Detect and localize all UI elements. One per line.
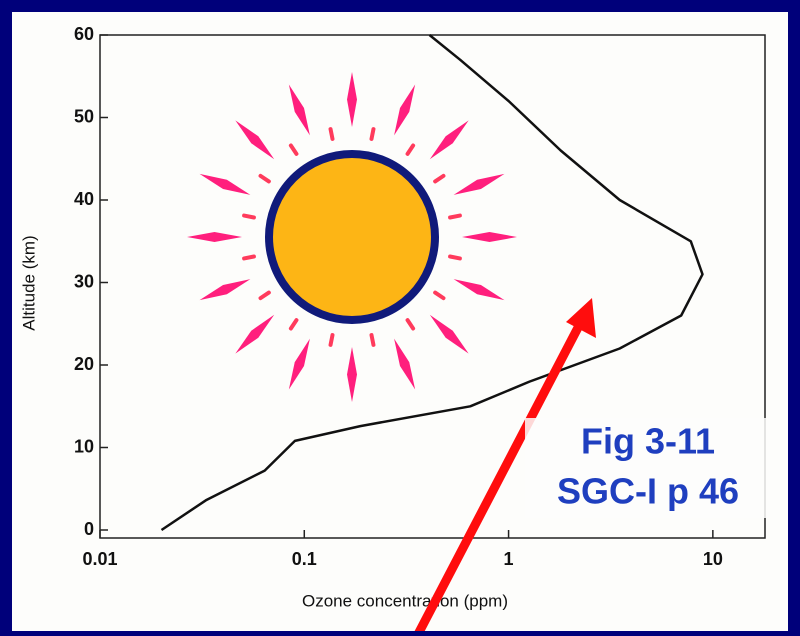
sun-dash [242,213,256,220]
x-axis-label: Ozone concentration (ppm) [302,591,508,610]
annotation: SGC-I p 46 [557,471,739,512]
sun-dash [288,143,299,156]
sun-dash [433,173,446,184]
sun-ray [288,338,310,390]
sun-dash [369,333,376,347]
sun-ray [453,279,505,301]
sun-dash [242,254,256,261]
sun-ray [187,232,242,242]
sun-ray [453,173,505,195]
annotation: Fig 3-11 [581,421,715,462]
y-tick-label: 60 [74,24,94,44]
arrow-shaft [412,315,587,636]
sun-disc [265,150,439,324]
sun-ray [429,120,469,160]
y-tick-label: 30 [74,271,94,291]
sun-ray [347,72,357,127]
x-tick-label: 0.1 [292,549,317,569]
x-tick-label: 1 [504,549,514,569]
sun-dash [433,290,446,301]
sun-ray [199,173,251,195]
arrow-head [566,298,596,338]
sun-dash [369,127,376,141]
y-axis-label: Altitude (km) [19,235,38,330]
plot-frame [99,34,766,539]
sun-ray [462,232,517,242]
sun-ray [288,84,310,136]
y-tick-label: 40 [74,189,94,209]
sun-dash [258,173,271,184]
sun-dash [258,290,271,301]
sun-ray [347,347,357,402]
sun-ray [429,314,469,354]
sun-ray [235,120,275,160]
sun-dash [288,318,299,331]
sun-ray [199,279,251,301]
annotation-box [525,418,770,518]
sun-dash [328,127,335,141]
sun-dash [405,143,416,156]
y-tick-label: 20 [74,354,94,374]
x-tick-label: 10 [703,549,723,569]
sun-dash [448,213,462,220]
y-tick-label: 10 [74,436,94,456]
x-tick-label: 0.01 [82,549,117,569]
sun-ray [394,338,416,390]
sun-ray [394,84,416,136]
ozone-curve [160,34,704,532]
sun-ray [235,314,275,354]
sun [187,72,517,402]
sun-dash [328,333,335,347]
sun-dash [405,318,416,331]
y-tick-label: 0 [84,519,94,539]
sun-dash [448,254,462,261]
y-tick-label: 50 [74,106,94,126]
